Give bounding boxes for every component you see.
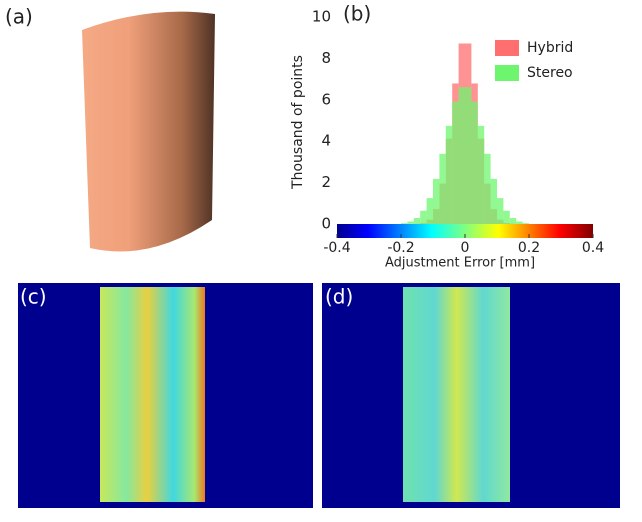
panel-label: (d) (325, 285, 353, 309)
y-axis-label: Thousand of points (290, 55, 306, 190)
histogram-bar (446, 126, 452, 224)
histogram-bar (465, 87, 471, 224)
x-tick-label: -0.2 (387, 240, 414, 256)
y-tick-label: 8 (321, 49, 331, 67)
y-tick-label: 6 (321, 90, 331, 108)
legend-swatch (495, 65, 519, 81)
panel-label: (b) (343, 2, 371, 26)
histogram-bar (523, 223, 529, 224)
x-tick-label: 0.4 (582, 240, 604, 256)
histogram-bar (478, 126, 484, 224)
histogram-bar (503, 211, 509, 224)
histogram-bar (407, 222, 413, 224)
histogram-bar (420, 211, 426, 224)
legend-swatch (495, 40, 519, 56)
histogram-bar (484, 154, 490, 224)
x-tick-label: -0.4 (323, 240, 350, 256)
panel-label: (a) (5, 5, 33, 29)
histogram-bar (414, 218, 420, 224)
cylinder (82, 12, 215, 252)
panel-label: (c) (20, 285, 47, 309)
x-tick-label: 0 (461, 240, 470, 256)
y-tick-label: 2 (321, 173, 331, 191)
x-tick-label: 0.2 (518, 240, 540, 256)
histogram-bar (433, 179, 439, 224)
x-axis-label: Adjustment Error [mm] (385, 256, 535, 271)
histogram-bar (427, 198, 433, 224)
error-map (403, 287, 510, 502)
y-tick-label: 0 (321, 215, 331, 233)
legend-label: Stereo (527, 65, 573, 81)
histogram-bar (491, 179, 497, 224)
legend-label: Hybrid (527, 40, 573, 56)
error-map (100, 287, 205, 502)
histogram-bar (401, 223, 407, 224)
histogram-bar (471, 102, 477, 224)
histogram-bar (516, 222, 522, 224)
y-tick-label: 10 (312, 8, 331, 26)
histogram-bar (497, 198, 503, 224)
histogram-bar (439, 154, 445, 224)
histogram-bar (452, 102, 458, 224)
histogram-bar (459, 87, 465, 224)
y-tick-label: 4 (321, 132, 331, 150)
histogram-bar (510, 218, 516, 224)
